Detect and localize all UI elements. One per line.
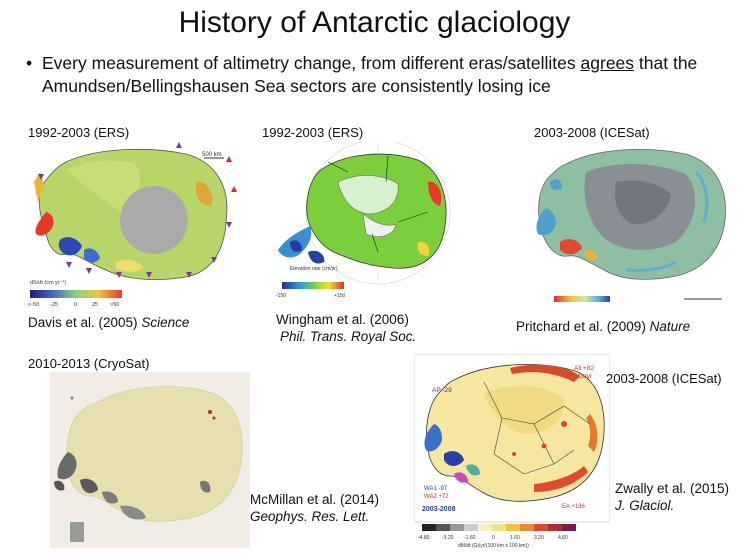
panel-4-citation: McMillan et al. (2014) Geophys. Res. Let…	[250, 491, 379, 525]
bullet-dot: •	[26, 53, 33, 73]
panel-5-label-all-unit: Gt/yr	[578, 373, 593, 380]
panel-2-journal: Phil. Trans. Royal Soc.	[280, 329, 417, 344]
panel-3-authors: Pritchard et al. (2009)	[516, 319, 650, 334]
panel-2-colorbar-tick: +150	[334, 293, 345, 299]
bullet-text-emphasis: agrees	[580, 53, 635, 73]
panel-2-authors: Wingham et al. (2006)	[276, 312, 409, 327]
panel-5-colorbar-tick: 4.80	[558, 535, 568, 541]
panel-1-triangles	[38, 142, 232, 278]
panel-1-colorbar-title: dS/dt (cm yr⁻¹)	[30, 280, 66, 286]
panel-1-label: 1992-2003 (ERS)	[28, 125, 130, 140]
panel-4-authors: McMillan et al. (2014)	[250, 492, 380, 507]
panel-5-map: All +82 Gt/yr AP -29 WA1 -97 WA2 +72 EA …	[414, 354, 610, 549]
panel-5-label-wa1: WA1 -97	[424, 486, 448, 492]
panel-2-map: Elevation rate (cm/yr) -150 +150	[276, 142, 451, 299]
panel-3-journal: Nature	[649, 319, 691, 334]
panel-3-colorbar	[554, 296, 610, 302]
panel-2-colorbar-tick: -150	[276, 293, 286, 299]
panel-4-label: 2010-2013 (CryoSat)	[28, 356, 150, 371]
panel-5-colorbar	[422, 524, 576, 531]
panel-1-authors: Davis et al. (2005)	[28, 315, 142, 330]
panel-5-colorbar-tick: 0	[492, 535, 495, 541]
panel-3-citation: Pritchard et al. (2009) Nature	[516, 318, 690, 335]
panel-2-label: 1992-2003 (ERS)	[262, 125, 364, 140]
panel-1-colorbar-tick: <-50	[28, 302, 39, 308]
panel-4-map	[50, 372, 250, 548]
panel-2-colorbar-title: Elevation rate (cm/yr)	[290, 266, 338, 272]
panel-4-journal: Geophys. Res. Lett.	[250, 509, 370, 524]
panel-1-colorbar-tick: 0	[74, 302, 77, 308]
panel-3-map	[536, 149, 726, 302]
panel-3-label: 2003-2008 (ICESat)	[534, 125, 650, 140]
panel-1-journal: Science	[141, 315, 190, 330]
panel-5-colorbar-tick: -4.80	[418, 535, 430, 541]
panel-5-colorbar-tick: 1.60	[510, 535, 520, 541]
panel-5-label-ap: AP -29	[432, 387, 452, 394]
panel-5-colorbar-tick: 3.20	[534, 535, 544, 541]
panel-1-colorbar-tick: -25	[50, 302, 58, 308]
panel-5-label-wa2: WA2 +72	[424, 494, 449, 500]
panel-5-label-years: 2003-2008	[422, 506, 456, 513]
panel-5-colorbar-tick: -3.20	[442, 535, 454, 541]
slide-title: History of Antarctic glaciology	[178, 6, 571, 39]
panel-1-colorbar-tick: >50	[110, 302, 119, 308]
bullet-text: Every measurement of altimetry change, f…	[42, 52, 726, 98]
panel-1-map: 500 km dS/dt (cm yr⁻¹) <-50 -25 0 25 >50	[28, 142, 237, 308]
panel-5-label-all: All +82	[574, 365, 594, 372]
panel-2-colorbar	[282, 282, 344, 289]
panel-1-colorbar	[30, 290, 122, 298]
bullet-text-pre: Every measurement of altimetry change, f…	[42, 53, 581, 73]
panel-5-colorbar-tick: -1.60	[464, 535, 476, 541]
panel-5-authors: Zwally et al. (2015)	[615, 481, 730, 496]
panel-1-citation: Davis et al. (2005) Science	[28, 314, 189, 331]
panel-2-citation: Wingham et al. (2006) Phil. Trans. Royal…	[276, 311, 416, 345]
panel-1-colorbar-tick: 25	[92, 302, 98, 308]
panel-5-journal: J. Glaciol.	[615, 498, 675, 513]
panel-5-citation: Zwally et al. (2015) J. Glaciol.	[615, 480, 729, 514]
bullet-text-post: that the Amundsen/Bellingshausen Sea sec…	[42, 53, 698, 96]
panel-5-label: 2003-2008 (ICESat)	[606, 371, 722, 386]
bullet-point: • Every measurement of altimetry change,…	[26, 52, 726, 98]
panel-5-label-ea: EA +136	[562, 504, 586, 510]
panel-5-colorbar-title: dM/dt (Gt/yr/(100 km x 100 km))	[458, 543, 529, 549]
panel-1-scale-text: 500 km	[202, 152, 222, 158]
